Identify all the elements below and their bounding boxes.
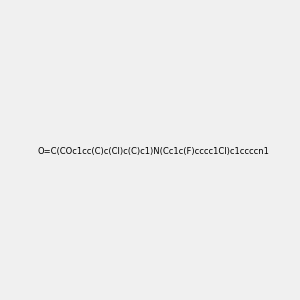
Text: O=C(COc1cc(C)c(Cl)c(C)c1)N(Cc1c(F)cccc1Cl)c1ccccn1: O=C(COc1cc(C)c(Cl)c(C)c1)N(Cc1c(F)cccc1C… [38,147,270,156]
